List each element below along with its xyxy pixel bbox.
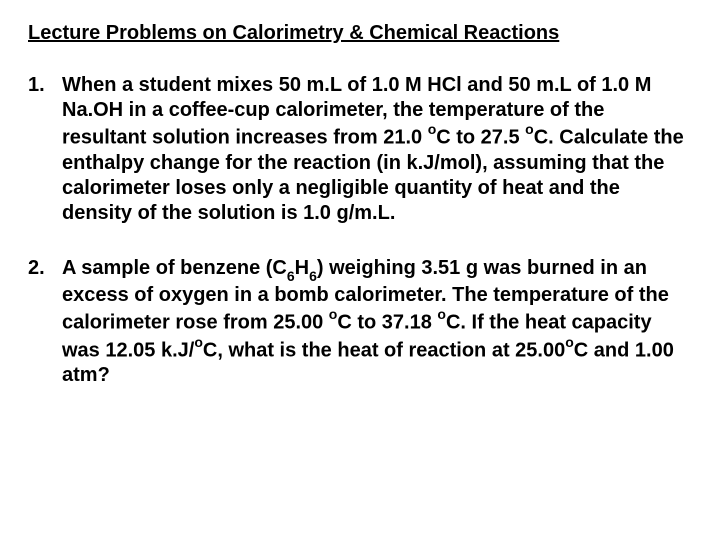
page-title: Lecture Problems on Calorimetry & Chemic…: [28, 22, 692, 45]
degree-symbol: o: [565, 334, 574, 350]
degree-symbol: o: [194, 334, 203, 350]
subscript: 6: [309, 268, 317, 284]
degree-symbol: o: [525, 121, 534, 137]
problem-1: 1. When a student mixes 50 m.L of 1.0 M …: [28, 73, 692, 226]
degree-symbol: o: [437, 306, 446, 322]
text: H: [295, 257, 309, 279]
subscript: 6: [287, 268, 295, 284]
problem-body: A sample of benzene (C6H6) weighing 3.51…: [62, 256, 692, 389]
degree-symbol: o: [329, 306, 338, 322]
problem-number: 2.: [28, 256, 62, 389]
text: C to 37.18: [337, 312, 437, 334]
text: A sample of benzene (C: [62, 257, 287, 279]
text: C to 27.5: [436, 127, 525, 149]
problem-2: 2. A sample of benzene (C6H6) weighing 3…: [28, 256, 692, 389]
problem-body: When a student mixes 50 m.L of 1.0 M HCl…: [62, 73, 692, 226]
text: C, what is the heat of reaction at 25.00: [203, 339, 565, 361]
degree-symbol: o: [428, 121, 437, 137]
page: Lecture Problems on Calorimetry & Chemic…: [0, 0, 720, 438]
problem-number: 1.: [28, 73, 62, 226]
